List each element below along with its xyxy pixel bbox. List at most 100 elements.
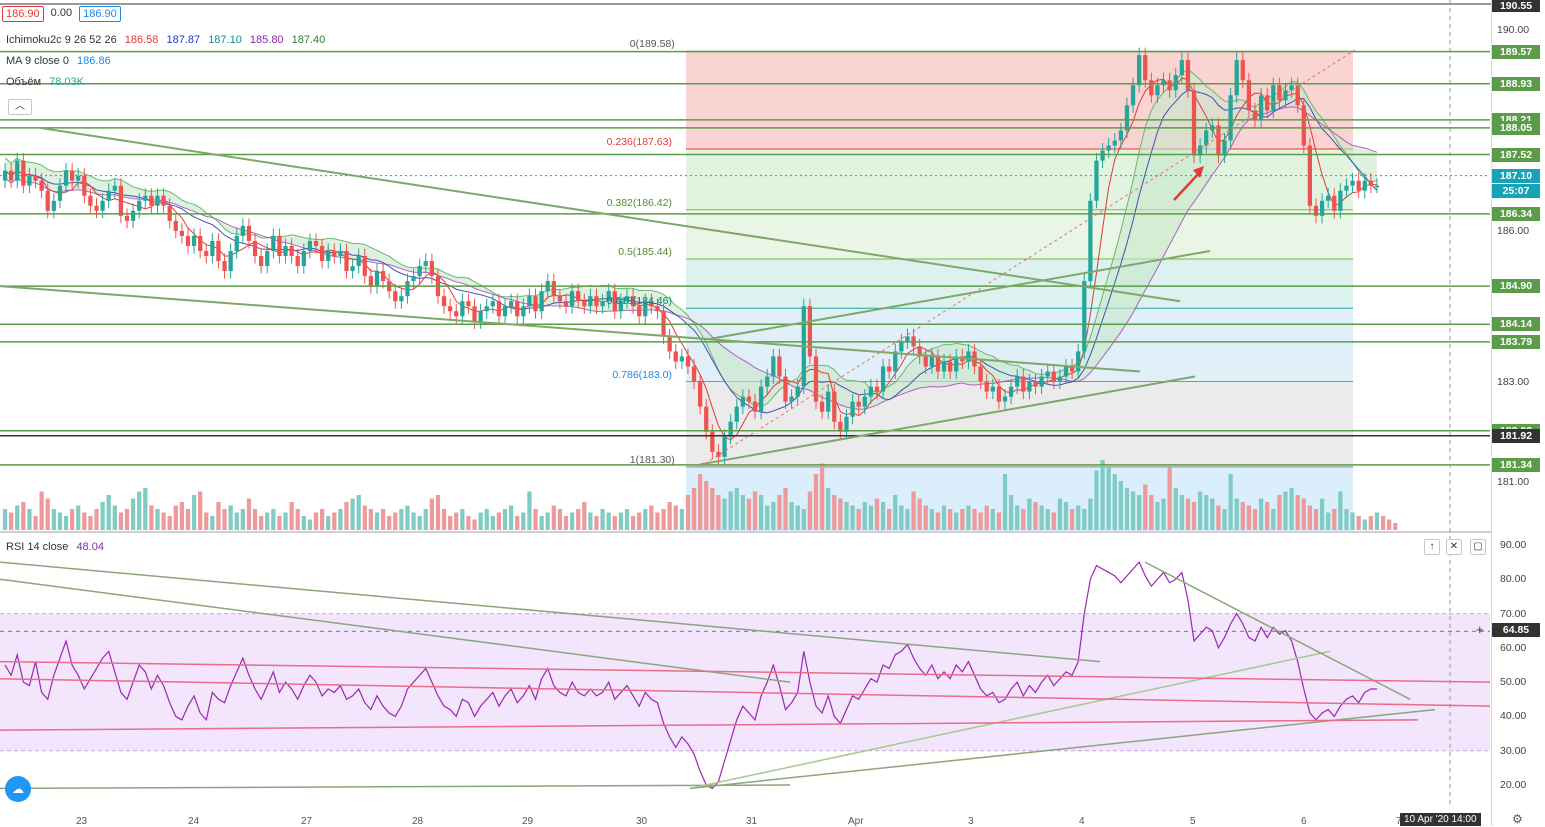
tradingview-logo-icon[interactable]: ☁ (5, 776, 31, 802)
candle-body (874, 386, 880, 392)
volume-bar (643, 509, 648, 530)
price-axis-tick: 186.00 (1497, 224, 1530, 237)
collapse-legend-icon[interactable]: ︿ (8, 99, 32, 115)
candle-body (161, 195, 166, 206)
volume-bar (350, 498, 355, 530)
candle-body (1112, 140, 1117, 146)
candle-body (563, 301, 569, 307)
volume-bar (33, 516, 38, 530)
volume-bar (1191, 502, 1197, 530)
candle-body (277, 235, 282, 256)
volume-legend[interactable]: Объём 78.03K (6, 76, 89, 88)
candle-body (1301, 105, 1306, 146)
candle-body (356, 256, 361, 267)
rsi-axis-tick: 60.00 (1500, 641, 1527, 654)
candle-body (850, 401, 855, 417)
candle-body (996, 386, 1002, 402)
candle-body (838, 421, 843, 432)
candle-body (1179, 60, 1184, 76)
volume-bar (1362, 519, 1367, 530)
price-last-box[interactable]: 186.90 (79, 6, 121, 22)
candle-body (1100, 150, 1105, 161)
price-tag: 186.34 (1492, 206, 1540, 221)
volume-bar (478, 512, 483, 530)
volume-bar (649, 505, 654, 530)
rsi-legend[interactable]: RSI 14 close 48.04 (6, 541, 109, 553)
candle-body (758, 386, 764, 412)
ichimoku-value-1: 186.58 (124, 34, 159, 46)
candle-body (1051, 371, 1056, 382)
volume-bar (1088, 498, 1093, 530)
candle-body (496, 301, 502, 317)
candle-body (1234, 60, 1239, 96)
volume-bar (240, 509, 245, 530)
candle-body (740, 396, 745, 407)
ma-legend[interactable]: MA 9 close 0 186.86 (6, 55, 116, 67)
candle-body (868, 386, 874, 397)
volume-bar (1100, 460, 1105, 530)
candle-body (45, 190, 50, 211)
candle-body (1295, 85, 1300, 106)
volume-bar (740, 495, 745, 530)
crosshair-plus-icon[interactable]: + (1476, 622, 1484, 637)
price-axis-tick: 181.00 (1497, 476, 1530, 488)
candle-body (301, 250, 306, 267)
volume-bar (1368, 516, 1373, 530)
volume-bar (301, 516, 306, 530)
price-axis-tick: 190.00 (1497, 24, 1530, 36)
candle-body (1143, 55, 1148, 81)
close-pane-icon[interactable]: ✕ (1446, 539, 1462, 555)
volume-bar (1027, 498, 1032, 530)
volume-bar (978, 512, 983, 530)
volume-bar (880, 502, 886, 530)
ichimoku-span-a (4, 68, 1378, 407)
volume-bar (1118, 481, 1123, 530)
time-axis-label: 31 (746, 816, 758, 827)
volume-bar (368, 509, 374, 530)
volume-bar (533, 509, 538, 530)
volume-bar (1021, 509, 1026, 530)
candle-body (954, 356, 959, 372)
time-axis-label: Apr (848, 816, 864, 827)
volume-bar (667, 502, 672, 530)
time-cursor-label: 10 Apr '20 14:00 (1400, 813, 1481, 826)
volume-bar (838, 498, 843, 530)
maximize-pane-icon[interactable]: ▢ (1470, 539, 1486, 555)
candle-body (57, 185, 63, 201)
volume-bar (69, 509, 75, 530)
candle-body (265, 250, 270, 267)
candle-body (819, 401, 825, 412)
time-axis-label: 23 (76, 816, 88, 827)
price-axis[interactable] (1491, 0, 1545, 826)
candle-body (1252, 110, 1258, 121)
candle-body (1356, 180, 1361, 191)
volume-bar (1350, 512, 1355, 530)
price-open-box[interactable]: 186.90 (2, 6, 44, 22)
candle-body (612, 291, 617, 312)
move-pane-up-icon[interactable]: ↑ (1424, 539, 1440, 555)
volume-bar (917, 498, 922, 530)
candle-body (569, 291, 575, 307)
trend-line-2 (699, 375, 1196, 466)
candle-body (1222, 140, 1227, 156)
candle-body (1015, 376, 1020, 387)
volume-bar (326, 516, 331, 530)
volume-bar (51, 509, 56, 530)
volume-bar (1173, 488, 1178, 530)
volume-bar (905, 509, 910, 530)
candle-body (600, 301, 605, 307)
candle-body (448, 306, 453, 312)
volume-bar (1197, 491, 1203, 530)
settings-gear-icon[interactable]: ⚙ (1512, 812, 1523, 826)
volume-bar (124, 509, 130, 530)
candle-body (1338, 190, 1343, 211)
ichimoku-value-5: 187.40 (291, 34, 326, 46)
candle-body (832, 391, 837, 422)
price-tag: 188.93 (1492, 76, 1540, 91)
candle-body (1149, 80, 1154, 96)
volume-bar (728, 491, 733, 530)
rsi-axis-tick: 20.00 (1500, 779, 1527, 791)
ichimoku-legend[interactable]: Ichimoku2c 9 26 52 26 186.58 187.87 187.… (6, 34, 330, 46)
candle-body (667, 336, 672, 352)
